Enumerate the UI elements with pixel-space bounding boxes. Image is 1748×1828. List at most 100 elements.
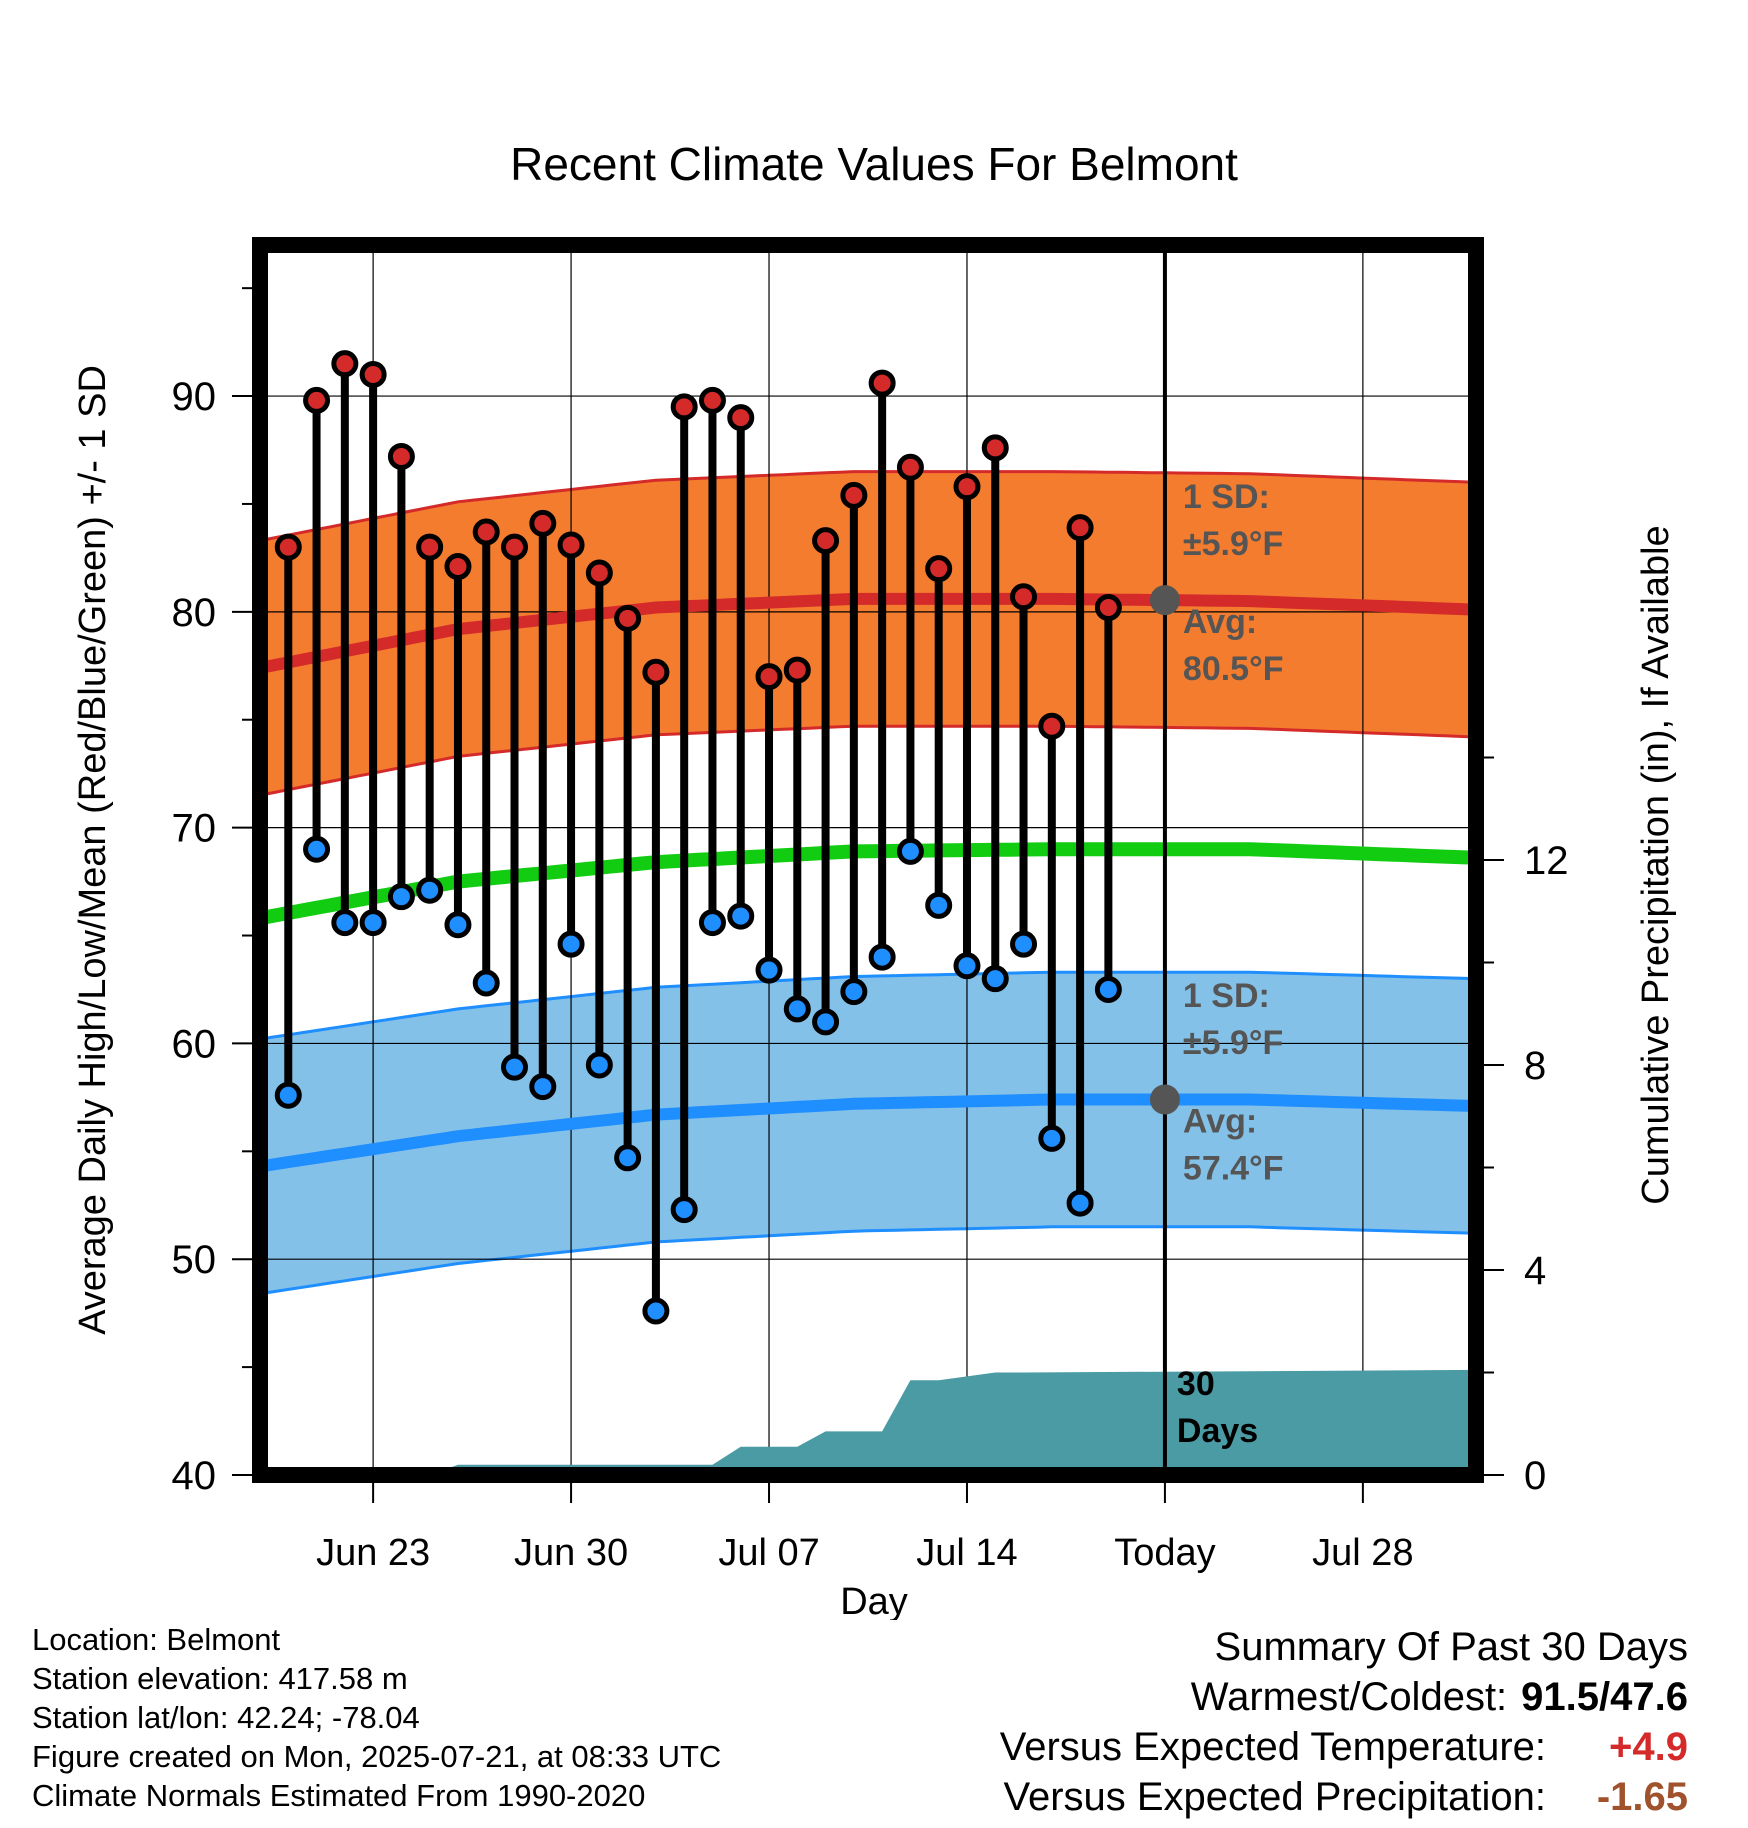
daily-high-point xyxy=(1066,514,1094,542)
daily-low-point xyxy=(303,835,331,863)
daily-high-point xyxy=(783,656,811,684)
daily-low-point xyxy=(331,909,359,937)
daily-low-point xyxy=(981,965,1009,993)
high-sd-lower-edge xyxy=(260,724,1476,797)
daily-high-point xyxy=(925,555,953,583)
y2-tick-label: 8 xyxy=(1524,1044,1546,1088)
daily-high-point xyxy=(614,604,642,632)
high-sd-upper-edge xyxy=(260,470,1476,543)
daily-low-point xyxy=(501,1053,529,1081)
daily-low-point xyxy=(444,911,472,939)
daily-low-point xyxy=(1038,1124,1066,1152)
y2-tick-label: 0 xyxy=(1524,1454,1546,1498)
low-sd-band xyxy=(260,972,1476,1294)
daily-high-point xyxy=(1094,594,1122,622)
daily-high-point xyxy=(1010,583,1038,611)
daily-high-point xyxy=(868,369,896,397)
daily-high-point xyxy=(981,434,1009,462)
summary-panel: Summary Of Past 30 Days Warmest/Coldest:… xyxy=(1000,1622,1688,1822)
daily-high-point xyxy=(953,473,981,501)
daily-high-point xyxy=(557,531,585,559)
daily-low-point xyxy=(953,952,981,980)
plot-frame xyxy=(252,237,1484,1483)
x-axis-label: Day xyxy=(840,1581,908,1620)
high-avg-label: Avg: xyxy=(1183,603,1257,641)
high-sd-label: 1 SD: xyxy=(1183,478,1270,516)
high-avg-value: 80.5°F xyxy=(1183,650,1284,688)
daily-low-point xyxy=(642,1297,670,1325)
climate-chart: Recent Climate Values For Belmont 1 SD: ±… xyxy=(72,138,1677,1620)
precipitation-area xyxy=(260,1369,1476,1475)
summary-header: Summary Of Past 30 Days xyxy=(1214,1625,1688,1669)
y2-axis-label: Cumulative Precipitation (in), If Availa… xyxy=(1635,525,1677,1204)
daily-high-point xyxy=(359,360,387,388)
daily-low-point xyxy=(812,1008,840,1036)
low-sd-value: ±5.9°F xyxy=(1183,1024,1283,1062)
y2-tick-label: 4 xyxy=(1524,1249,1546,1293)
station-info: Location: Belmont Station elevation: 417… xyxy=(32,1620,721,1815)
summary-warmest-coldest-row: Warmest/Coldest: 91.5/47.6 xyxy=(1000,1672,1688,1722)
mean-normal-line xyxy=(260,842,1476,926)
daily-high-point xyxy=(727,404,755,432)
daily-high-point xyxy=(812,527,840,555)
x-tick-label: Jun 30 xyxy=(514,1532,628,1574)
daily-high-point xyxy=(529,509,557,537)
x-tick-label: Today xyxy=(1114,1532,1215,1574)
low-normal-line xyxy=(260,1093,1476,1173)
daily-low-point xyxy=(727,902,755,930)
daily-low-point xyxy=(698,909,726,937)
daily-low-point xyxy=(670,1196,698,1224)
low-avg-value: 57.4°F xyxy=(1183,1150,1284,1188)
temp-departure-value: +4.9 xyxy=(1609,1725,1688,1769)
daily-high-point xyxy=(501,533,529,561)
daily-low-point xyxy=(840,978,868,1006)
daily-high-point xyxy=(303,386,331,414)
daily-low-point xyxy=(1066,1189,1094,1217)
daily-high-point xyxy=(331,350,359,378)
warmest-coldest-label: Warmest/Coldest: xyxy=(1190,1675,1508,1719)
daily-high-point xyxy=(755,663,783,691)
y2-tick-label: 12 xyxy=(1524,839,1569,883)
daily-high-point xyxy=(472,518,500,546)
chart-title: Recent Climate Values For Belmont xyxy=(510,138,1238,190)
precip-departure-value: -1.65 xyxy=(1596,1775,1688,1819)
y-tick-label: 60 xyxy=(172,1022,217,1066)
daily-low-point xyxy=(755,956,783,984)
daily-low-point xyxy=(1010,930,1038,958)
today-high-normal-marker xyxy=(1149,585,1180,616)
daily-low-point xyxy=(472,969,500,997)
daily-high-point xyxy=(642,658,670,686)
station-elevation: Station elevation: 417.58 m xyxy=(32,1661,408,1696)
daily-low-point xyxy=(868,943,896,971)
low-sd-label: 1 SD: xyxy=(1183,977,1270,1015)
daily-low-point xyxy=(896,837,924,865)
warmest-coldest-value: 91.5/47.6 xyxy=(1521,1675,1688,1719)
daily-low-point xyxy=(557,930,585,958)
daily-low-point xyxy=(274,1081,302,1109)
x-tick-label: Jul 28 xyxy=(1312,1532,1413,1574)
daily-high-point xyxy=(274,533,302,561)
daily-low-point xyxy=(1094,975,1122,1003)
daily-high-point xyxy=(698,386,726,414)
daily-low-point xyxy=(925,891,953,919)
precip-window-days-label: Days xyxy=(1177,1412,1258,1450)
low-sd-upper-edge xyxy=(260,970,1476,1041)
daily-high-point xyxy=(1038,712,1066,740)
low-avg-label: Avg: xyxy=(1183,1103,1257,1141)
daily-low-point xyxy=(359,909,387,937)
figure-created: Figure created on Mon, 2025-07-21, at 08… xyxy=(32,1739,722,1774)
today-low-normal-marker xyxy=(1149,1084,1180,1115)
station-latlon: Station lat/lon: 42.24; -78.04 xyxy=(32,1700,420,1735)
temp-departure-label: Versus Expected Temperature: xyxy=(999,1725,1546,1769)
precip-window-label: 30 xyxy=(1177,1365,1215,1403)
daily-low-point xyxy=(529,1073,557,1101)
y-tick-label: 90 xyxy=(172,375,217,419)
low-sd-lower-edge xyxy=(260,1225,1476,1296)
y-tick-label: 40 xyxy=(172,1454,217,1498)
daily-high-point xyxy=(444,553,472,581)
precip-departure-label: Versus Expected Precipitation: xyxy=(1003,1775,1546,1819)
station-location: Location: Belmont xyxy=(32,1622,281,1657)
daily-high-point xyxy=(896,453,924,481)
normals-period: Climate Normals Estimated From 1990-2020 xyxy=(32,1778,646,1813)
y-axis-label: Average Daily High/Low/Mean (Red/Blue/Gr… xyxy=(72,365,114,1335)
